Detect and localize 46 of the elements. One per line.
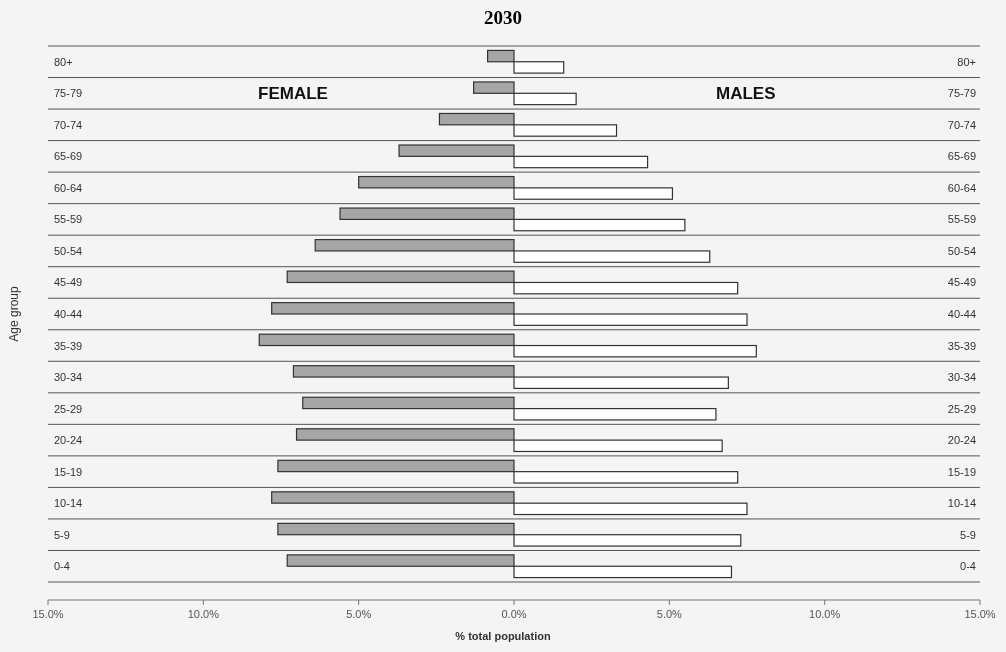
y-tick-label: 75-79: [54, 87, 83, 100]
category-label: 40-44: [947, 308, 976, 320]
category-label: 45-49: [947, 276, 976, 289]
category-label: 50-54: [947, 244, 976, 257]
y-tick-label: 35-39: [54, 339, 83, 352]
x-tick-label: 15.0%: [964, 608, 996, 620]
y-tick-label: 10-14: [54, 497, 83, 510]
category-label: 0-4: [960, 560, 976, 573]
category-label: 80+: [957, 55, 976, 68]
x-tick-label: 10.0%: [809, 608, 841, 620]
y-tick-label: 60-64: [54, 181, 83, 194]
annotation: MALES: [716, 84, 776, 104]
x-axis-title: % total population: [455, 630, 551, 642]
category-label: 10-14: [947, 497, 976, 510]
category-label: 55-59: [947, 213, 976, 226]
y-tick-label: 20-24: [54, 434, 83, 447]
y-tick-label: 65-69: [54, 150, 83, 163]
annotation: FEMALE: [258, 84, 328, 104]
y-tick-label: 80+: [54, 55, 73, 68]
category-label: 30-34: [947, 371, 976, 384]
y-tick-label: 45-49: [54, 276, 83, 289]
y-tick-label: 50-54: [54, 244, 83, 257]
y-tick-label: 40-44: [54, 308, 83, 320]
y-tick-label: 30-34: [54, 371, 83, 384]
category-label: 35-39: [947, 339, 976, 352]
y-axis-title: Age group: [7, 285, 21, 342]
y-tick-label: 0-4: [54, 560, 70, 573]
x-tick-label: 10.0%: [187, 608, 220, 620]
category-label: 75-79: [947, 87, 976, 100]
y-tick-label: 5-9: [54, 528, 70, 541]
x-tick-label: 5.0%: [656, 608, 683, 620]
category-label: 65-69: [947, 150, 976, 163]
y-tick-label: 55-59: [54, 213, 83, 226]
x-tick-label: 5.0%: [346, 608, 372, 620]
category-label: 5-9: [960, 528, 976, 541]
chart-title: 2030: [484, 7, 522, 28]
y-tick-label: 25-29: [54, 402, 83, 415]
category-label: 15-19: [947, 465, 976, 478]
category-label: 25-29: [947, 402, 976, 415]
category-label: 70-74: [947, 118, 976, 131]
x-tick-label: 15.0%: [32, 608, 64, 620]
x-tick-label: 0.0%: [501, 608, 527, 620]
category-label: 60-64: [947, 181, 976, 194]
y-tick-label: 70-74: [54, 118, 83, 131]
y-tick-label: 15-19: [54, 465, 83, 478]
category-label: 20-24: [947, 434, 976, 447]
